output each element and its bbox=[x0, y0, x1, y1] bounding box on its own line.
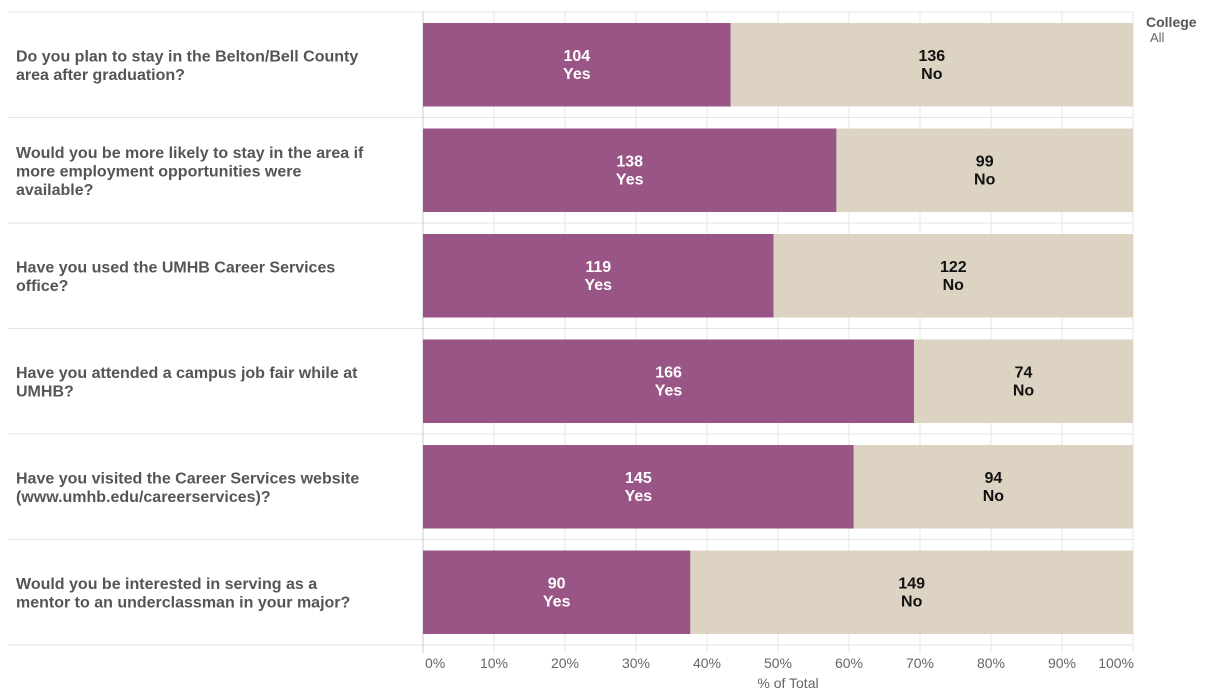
college-filter: College All bbox=[1146, 14, 1210, 46]
question-label-5-1: mentor to an underclassman in your major… bbox=[16, 595, 350, 612]
bar-label-no-value-3: 74 bbox=[1015, 364, 1033, 381]
bar-label-no-value-0: 136 bbox=[918, 48, 945, 65]
question-label-1-1: more employment opportunities were bbox=[16, 163, 301, 180]
x-tick-label-9: 90% bbox=[1048, 655, 1076, 671]
question-label-3-1: UMHB? bbox=[16, 384, 74, 401]
bar-label-yes-value-3: 166 bbox=[655, 364, 682, 381]
bar-label-no-name-5: No bbox=[901, 593, 923, 610]
question-label-2-1: office? bbox=[16, 278, 68, 295]
bar-label-no-name-3: No bbox=[1013, 382, 1035, 399]
filter-title: College bbox=[1146, 14, 1197, 30]
bar-label-no-value-4: 94 bbox=[984, 470, 1002, 487]
bar-label-yes-value-0: 104 bbox=[563, 48, 590, 65]
bar-yes-0 bbox=[423, 23, 731, 107]
gridlines bbox=[422, 12, 1134, 653]
question-label-3-0: Have you attended a campus job fair whil… bbox=[16, 365, 358, 382]
question-label-5-0: Would you be interested in serving as a bbox=[16, 576, 317, 593]
bar-label-no-name-1: No bbox=[974, 171, 996, 188]
question-label-4-1: (www.umhb.edu/careerservices)? bbox=[16, 489, 271, 506]
x-tick-label-6: 60% bbox=[835, 655, 863, 671]
bar-label-yes-value-1: 138 bbox=[616, 153, 643, 170]
bar-label-no-value-2: 122 bbox=[940, 259, 967, 276]
bar-yes-2 bbox=[423, 234, 774, 318]
bar-no-1 bbox=[836, 128, 1133, 212]
bar-yes-3 bbox=[423, 339, 915, 423]
question-label-2-0: Have you used the UMHB Career Services bbox=[16, 260, 335, 277]
x-tick-label-2: 20% bbox=[551, 655, 579, 671]
row-separators bbox=[8, 11, 1133, 646]
x-tick-label-5: 50% bbox=[764, 655, 792, 671]
question-label-1-2: available? bbox=[16, 182, 93, 199]
bar-label-no-name-4: No bbox=[983, 488, 1005, 505]
bar-no-5 bbox=[690, 550, 1133, 634]
question-label-0-1: area after graduation? bbox=[16, 67, 185, 84]
bar-yes-4 bbox=[423, 445, 854, 529]
bar-label-no-value-1: 99 bbox=[976, 153, 994, 170]
bar-label-yes-name-3: Yes bbox=[655, 382, 683, 399]
bar-yes-1 bbox=[423, 128, 837, 212]
bar-yes-5 bbox=[423, 550, 691, 634]
x-tick-label-3: 30% bbox=[622, 655, 650, 671]
bar-label-yes-value-4: 145 bbox=[625, 470, 652, 487]
bar-label-yes-name-5: Yes bbox=[543, 593, 571, 610]
x-tick-label-7: 70% bbox=[906, 655, 934, 671]
bar-label-yes-name-2: Yes bbox=[584, 277, 612, 294]
bar-label-yes-name-0: Yes bbox=[563, 66, 591, 83]
bar-no-3 bbox=[914, 339, 1133, 423]
x-tick-label-8: 80% bbox=[977, 655, 1005, 671]
question-label-0-0: Do you plan to stay in the Belton/Bell C… bbox=[16, 49, 358, 66]
x-tick-label-4: 40% bbox=[693, 655, 721, 671]
bar-no-2 bbox=[773, 234, 1133, 318]
bar-label-no-name-0: No bbox=[921, 66, 943, 83]
bar-label-no-name-2: No bbox=[943, 277, 965, 294]
bar-label-yes-value-5: 90 bbox=[548, 575, 566, 592]
x-tick-label-1: 10% bbox=[480, 655, 508, 671]
question-label-4-0: Have you visited the Career Services web… bbox=[16, 471, 359, 488]
bar-no-4 bbox=[853, 445, 1133, 529]
bar-label-yes-value-2: 119 bbox=[585, 259, 611, 276]
question-label-1-0: Would you be more likely to stay in the … bbox=[16, 145, 364, 162]
bar-label-yes-name-4: Yes bbox=[625, 488, 653, 505]
bar-label-no-value-5: 149 bbox=[898, 575, 925, 592]
x-axis-title: % of Total bbox=[757, 675, 818, 691]
bar-label-yes-name-1: Yes bbox=[616, 171, 644, 188]
bar-no-0 bbox=[730, 23, 1133, 107]
filter-value[interactable]: All bbox=[1150, 30, 1165, 45]
x-tick-label-10: 100% bbox=[1098, 655, 1134, 671]
x-tick-label-0: 0% bbox=[425, 655, 445, 671]
